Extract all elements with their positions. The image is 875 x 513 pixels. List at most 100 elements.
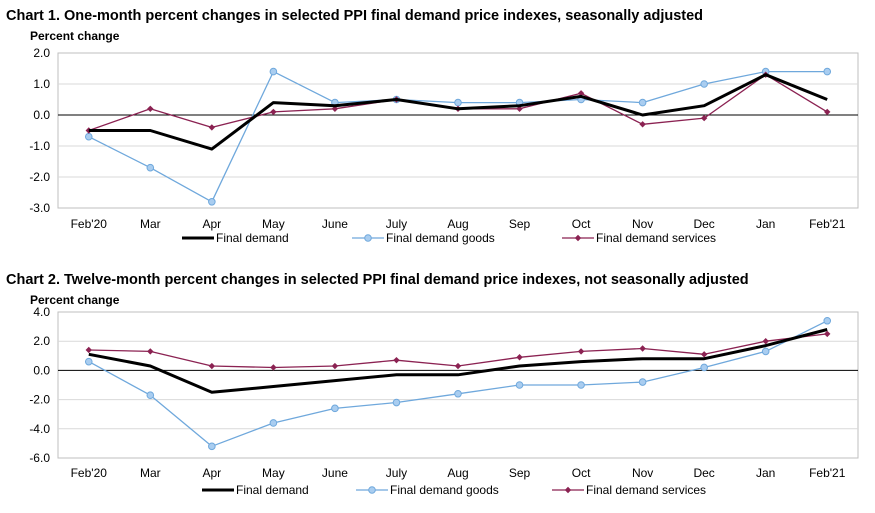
chart-1-legend-label-services: Final demand services xyxy=(596,231,716,245)
chart-2-series-line-final-demand xyxy=(88,328,828,394)
chart-1-goods-point xyxy=(700,80,708,88)
chart-1-x-tick-label: July xyxy=(386,217,407,231)
chart-1-goods-point xyxy=(84,132,93,141)
chart-1-services-point xyxy=(147,105,154,112)
chart-2-y-axis-label: Percent change xyxy=(30,293,120,307)
chart-1-goods-point xyxy=(823,67,832,76)
chart-1-goods-point xyxy=(208,198,216,206)
chart-2-services-point xyxy=(393,356,400,364)
chart-1-x-tick-label: May xyxy=(262,217,285,231)
chart-2-x-tick-label: June xyxy=(322,466,348,480)
chart-2-services-point xyxy=(85,346,92,354)
chart-2-services-point xyxy=(577,348,585,355)
chart-1-y-tick-label: -3.0 xyxy=(29,201,50,215)
chart-1-x-tick-label: Oct xyxy=(572,217,591,231)
chart-2-x-tick-label: Nov xyxy=(632,466,653,480)
chart-1-services-point xyxy=(824,108,831,116)
chart-2-series-line-services xyxy=(88,333,828,369)
chart-2-goods-point xyxy=(823,316,832,325)
chart-2-y-tick-label: -6.0 xyxy=(29,451,50,465)
chart-1-one-month: Chart 1. One-month percent changes in se… xyxy=(6,8,859,245)
chart-2-y-tick-label: -4.0 xyxy=(29,422,50,436)
chart-1-x-tick-label: Aug xyxy=(447,217,468,231)
chart-1-y-axis-label: Percent change xyxy=(30,29,120,43)
chart-2-services-point xyxy=(700,351,708,358)
chart-1-legend-marker-goods xyxy=(364,234,372,242)
chart-1-x-tick-label: Dec xyxy=(693,217,714,231)
chart-2-x-tick-label: Feb'20 xyxy=(71,466,108,480)
chart-2-services-point xyxy=(270,364,277,371)
chart-2-services-point xyxy=(824,330,831,338)
chart-2-goods-point xyxy=(761,347,770,356)
chart-1-series-line-final-demand xyxy=(88,73,828,151)
chart-2-legend-label-goods: Final demand goods xyxy=(390,483,499,497)
chart-2-services-point xyxy=(762,338,769,345)
chart-2-goods-point xyxy=(454,389,462,398)
chart-2-x-tick-label: May xyxy=(262,466,285,480)
chart-2-y-tick-label: 0.0 xyxy=(33,363,50,377)
chart-1-services-point xyxy=(208,124,216,131)
chart-1-y-tick-label: -2.0 xyxy=(29,170,50,184)
chart-1-x-tick-label: Mar xyxy=(140,217,161,231)
chart-1-x-tick-label: Nov xyxy=(632,217,653,231)
chart-1-plot-area xyxy=(57,52,859,209)
chart-1-series-line-goods xyxy=(88,70,828,203)
chart-2-legend-marker-goods xyxy=(368,486,376,494)
chart-1-services-point xyxy=(639,121,646,128)
chart-1-goods-point xyxy=(454,98,462,107)
chart-2-goods-point xyxy=(208,442,216,451)
chart-1-x-tick-label: Feb'20 xyxy=(71,217,108,231)
chart-2-title: Chart 2. Twelve-month percent changes in… xyxy=(6,272,749,288)
chart-2-x-tick-label: Apr xyxy=(203,466,222,480)
chart-2-x-tick-label: Mar xyxy=(140,466,161,480)
chart-2-goods-point xyxy=(331,404,339,413)
chart-2-twelve-month: Chart 2. Twelve-month percent changes in… xyxy=(6,272,859,497)
chart-2-legend-label-services: Final demand services xyxy=(586,483,706,497)
chart-1-services-point xyxy=(700,114,708,122)
chart-2-x-tick-label: Sep xyxy=(509,466,531,480)
chart-2-x-tick-label: July xyxy=(386,466,407,480)
chart-2-y-tick-label: -2.0 xyxy=(29,393,50,407)
chart-1-legend-label-goods: Final demand goods xyxy=(386,231,495,245)
chart-1-x-tick-label: Jan xyxy=(756,217,775,231)
chart-1-y-tick-label: 1.0 xyxy=(33,77,50,91)
chart-2-x-tick-label: Aug xyxy=(447,466,468,480)
chart-2-services-point xyxy=(147,348,154,355)
chart-2-y-tick-label: 4.0 xyxy=(33,305,50,319)
chart-2-goods-point xyxy=(84,357,93,366)
chart-1-x-tick-label: Apr xyxy=(203,217,222,231)
chart-1-services-point xyxy=(577,90,585,97)
chart-1-legend-marker-services xyxy=(574,234,582,242)
chart-2-goods-point xyxy=(515,381,524,389)
chart-1-legend-label-final-demand: Final demand xyxy=(216,231,289,245)
chart-1-goods-point xyxy=(269,67,278,76)
chart-2-legend-marker-services xyxy=(564,486,572,494)
chart-1-services-point xyxy=(270,108,277,116)
chart-2-x-tick-label: Oct xyxy=(572,466,591,480)
chart-2-services-point xyxy=(454,362,462,370)
chart-2-goods-point xyxy=(577,381,585,389)
chart-2-services-point xyxy=(516,354,523,361)
chart-2-legend-label-final-demand: Final demand xyxy=(236,483,309,497)
chart-2-goods-point xyxy=(638,378,647,386)
chart-2-x-tick-label: Jan xyxy=(756,466,775,480)
chart-1-services-point xyxy=(331,105,339,112)
chart-1-x-tick-label: June xyxy=(322,217,348,231)
chart-2-goods-point xyxy=(269,419,278,427)
chart-2-x-tick-label: Dec xyxy=(693,466,714,480)
chart-1-y-tick-label: -1.0 xyxy=(29,139,50,153)
chart-1-goods-point xyxy=(146,163,155,172)
chart-2-goods-point xyxy=(146,391,155,400)
chart-1-services-point xyxy=(85,127,92,134)
chart-2-plot-area xyxy=(57,311,859,459)
chart-2-services-point xyxy=(208,362,216,370)
chart-1-y-tick-label: 0.0 xyxy=(33,108,50,122)
chart-2-goods-point xyxy=(700,363,708,372)
chart-2-x-tick-label: Feb'21 xyxy=(809,466,846,480)
chart-2-services-point xyxy=(331,362,339,370)
chart-1-y-tick-label: 2.0 xyxy=(33,46,50,60)
chart-2-y-tick-label: 2.0 xyxy=(33,334,50,348)
chart-1-goods-point xyxy=(638,98,647,107)
chart-1-x-tick-label: Feb'21 xyxy=(809,217,846,231)
